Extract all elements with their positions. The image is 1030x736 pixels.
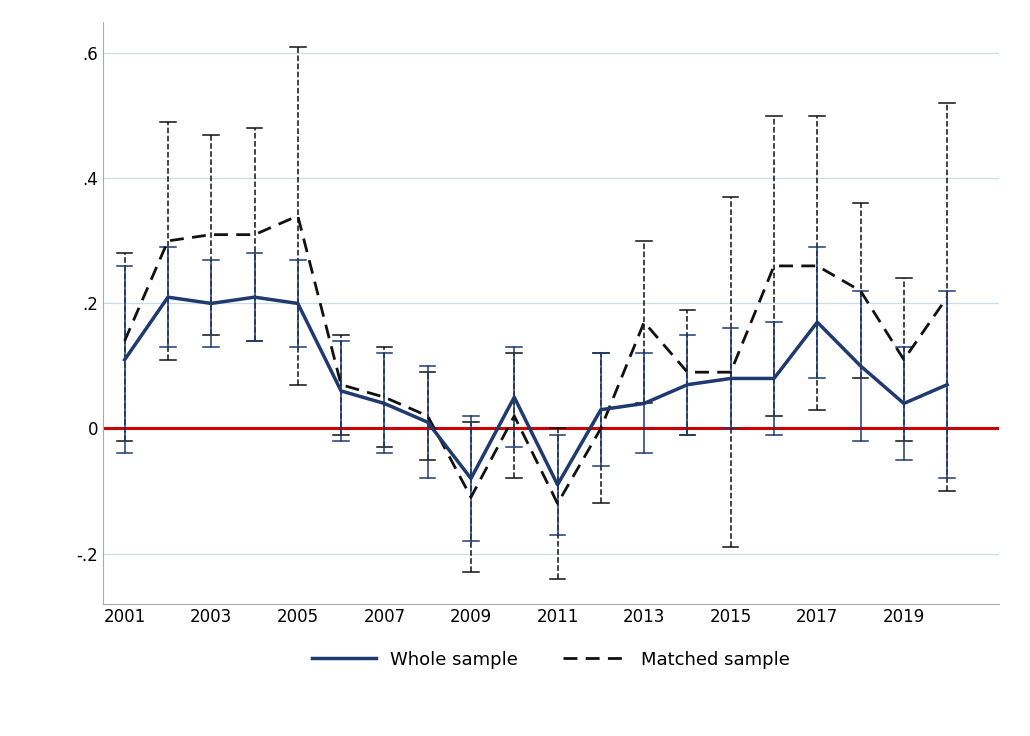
Matched sample xyxy=(421,411,434,420)
Whole sample xyxy=(638,399,650,408)
Matched sample xyxy=(465,493,477,502)
Matched sample xyxy=(767,261,780,270)
Matched sample xyxy=(594,424,607,433)
Matched sample xyxy=(551,499,563,508)
Matched sample xyxy=(378,393,390,402)
Matched sample xyxy=(248,230,261,239)
Legend: Whole sample, Matched sample: Whole sample, Matched sample xyxy=(305,643,797,676)
Matched sample xyxy=(638,318,650,327)
Matched sample xyxy=(335,381,347,389)
Matched sample xyxy=(855,286,867,295)
Whole sample xyxy=(421,418,434,427)
Matched sample xyxy=(205,230,217,239)
Whole sample xyxy=(724,374,736,383)
Whole sample xyxy=(681,381,693,389)
Whole sample xyxy=(465,474,477,483)
Matched sample xyxy=(941,293,954,302)
Whole sample xyxy=(335,386,347,395)
Whole sample xyxy=(205,299,217,308)
Whole sample xyxy=(248,293,261,302)
Matched sample xyxy=(724,368,736,377)
Matched sample xyxy=(291,211,304,220)
Whole sample xyxy=(551,481,563,489)
Matched sample xyxy=(898,355,911,364)
Matched sample xyxy=(508,411,520,420)
Matched sample xyxy=(162,236,174,245)
Whole sample xyxy=(118,355,131,364)
Whole sample xyxy=(898,399,911,408)
Matched sample xyxy=(118,336,131,345)
Whole sample xyxy=(594,406,607,414)
Line: Matched sample: Matched sample xyxy=(125,216,948,503)
Whole sample xyxy=(941,381,954,389)
Matched sample xyxy=(681,368,693,377)
Matched sample xyxy=(811,261,823,270)
Whole sample xyxy=(855,361,867,370)
Line: Whole sample: Whole sample xyxy=(125,297,948,485)
Whole sample xyxy=(291,299,304,308)
Whole sample xyxy=(378,399,390,408)
Whole sample xyxy=(767,374,780,383)
Whole sample xyxy=(508,393,520,402)
Whole sample xyxy=(162,293,174,302)
Whole sample xyxy=(811,318,823,327)
